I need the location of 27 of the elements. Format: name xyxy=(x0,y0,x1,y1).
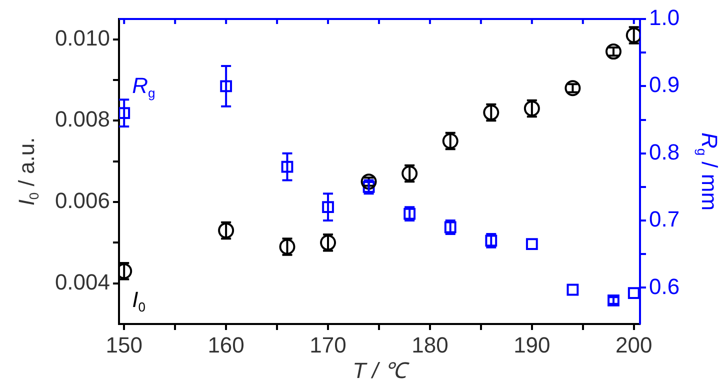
x-tick-label: 180 xyxy=(412,332,448,358)
y2-tick-label: 0.8 xyxy=(649,139,680,164)
x-tick-label: 160 xyxy=(208,332,244,358)
y2-tick-label: 1.0 xyxy=(649,5,680,30)
point xyxy=(628,287,640,300)
point xyxy=(605,44,622,60)
point xyxy=(566,284,579,296)
y2-tick-label: 0.7 xyxy=(649,206,680,232)
point xyxy=(281,160,294,173)
y2-tick-label: 0.6 xyxy=(649,274,680,299)
x-tick-label: 190 xyxy=(514,332,550,358)
point xyxy=(220,80,232,92)
point xyxy=(526,238,538,250)
y2-axis-title: Rg / mm xyxy=(694,132,722,211)
point xyxy=(564,80,581,96)
y-tick-label: 0.010 xyxy=(54,25,110,50)
y2-tick-label: 0.9 xyxy=(649,72,680,98)
x-tick-label: 150 xyxy=(106,332,142,358)
point xyxy=(360,174,377,190)
x-axis-title: T / ℃ xyxy=(352,358,410,383)
y-tick-label: 0.008 xyxy=(54,106,110,132)
x-tick-label: 200 xyxy=(616,332,652,358)
point xyxy=(322,201,334,214)
y-axis-title: I0 / a.u. xyxy=(14,137,42,206)
x-tick-label: 170 xyxy=(310,332,346,358)
y-tick-label: 0.006 xyxy=(54,188,110,214)
y-tick-label: 0.004 xyxy=(54,269,110,294)
